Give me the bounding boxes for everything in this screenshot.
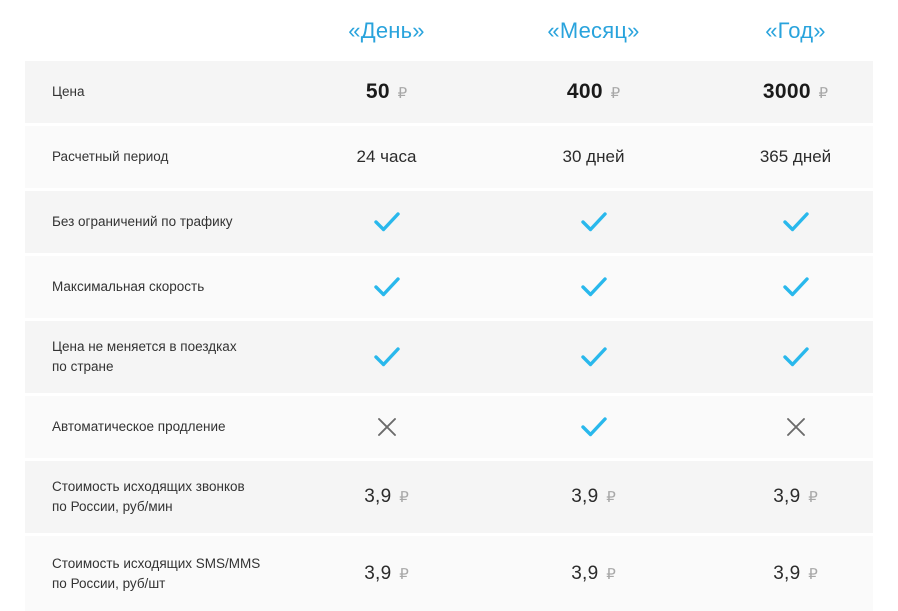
rate-amount: 3,9 [364, 562, 392, 584]
cell-price-month: 400 ₽ [490, 80, 697, 104]
ruble-symbol: ₽ [808, 489, 818, 506]
rate-amount: 3,9 [571, 486, 599, 507]
cell-period-day: 24 часа [283, 147, 490, 167]
cell-auto-renewal-year [697, 415, 894, 439]
plan-header-year[interactable]: «Год» [765, 17, 826, 43]
cell-auto-renewal-day [283, 415, 490, 439]
check-icon [580, 416, 607, 438]
check-icon [580, 211, 607, 233]
table-row: Автоматическое продление [25, 396, 873, 461]
row-label-auto-renewal: Автоматическое продление [52, 419, 226, 435]
check-icon [782, 276, 809, 298]
row-label-line2: по России, руб/мин [52, 499, 173, 514]
ruble-symbol: ₽ [610, 85, 621, 102]
rate-amount: 3,9 [571, 562, 599, 584]
table-row: Без ограничений по трафику [25, 191, 873, 256]
table-row: Цена 50 ₽ 400 ₽ 3000 ₽ [25, 61, 873, 126]
table-row: Стоимость исходящих SMS/MMS по России, р… [25, 536, 873, 611]
cell-sms-cost-day: 3,9 ₽ [283, 563, 490, 585]
cell-max-speed-year [697, 276, 894, 298]
tariff-table: Цена 50 ₽ 400 ₽ 3000 ₽ Расчетный период … [25, 61, 873, 611]
period-value: 24 часа [356, 147, 417, 166]
row-label-outgoing-calls-cost: Стоимость исходящих звонков по России, р… [25, 477, 283, 516]
cell-max-speed-day [283, 276, 490, 298]
row-label-price: Цена [52, 84, 85, 100]
check-icon [782, 346, 809, 368]
cell-same-price-travel-month [490, 346, 697, 368]
ruble-symbol: ₽ [397, 85, 408, 102]
plan-header-row: «День» «Месяц» «Год» [25, 0, 873, 61]
cell-period-year: 365 дней [697, 147, 894, 167]
cell-same-price-travel-year [697, 346, 894, 368]
price-amount: 400 [566, 80, 603, 103]
cell-max-speed-month [490, 276, 697, 298]
row-label-billing-period: Расчетный период [52, 149, 169, 165]
cell-sms-cost-month: 3,9 ₽ [490, 563, 697, 585]
ruble-symbol: ₽ [818, 85, 829, 102]
rate-amount: 3,9 [773, 562, 801, 584]
check-icon [373, 276, 400, 298]
price-amount: 3000 [762, 80, 811, 103]
cell-unlimited-traffic-month [490, 211, 697, 233]
price-amount: 50 [365, 80, 390, 103]
cell-calls-cost-year: 3,9 ₽ [697, 486, 894, 508]
plan-header-day[interactable]: «День» [348, 17, 425, 43]
check-icon [580, 276, 607, 298]
row-label-same-price-travel: Цена не меняется в поездках по стране [25, 337, 283, 376]
cell-unlimited-traffic-year [697, 211, 894, 233]
ruble-symbol: ₽ [399, 565, 409, 583]
cell-same-price-travel-day [283, 346, 490, 368]
period-value: 30 дней [562, 147, 625, 166]
row-label-max-speed: Максимальная скорость [52, 279, 205, 295]
cell-price-year: 3000 ₽ [697, 80, 894, 104]
row-label-unlimited-traffic: Без ограничений по трафику [52, 214, 233, 230]
table-row: Стоимость исходящих звонков по России, р… [25, 461, 873, 536]
row-label-line1: Стоимость исходящих SMS/MMS [52, 555, 261, 571]
rate-amount: 3,9 [773, 486, 801, 507]
check-icon [373, 346, 400, 368]
cell-period-month: 30 дней [490, 147, 697, 167]
row-label-line2: по стране [52, 359, 114, 374]
table-row: Максимальная скорость [25, 256, 873, 321]
row-label-line1: Цена не меняется в поездках [52, 339, 237, 355]
plan-header-month[interactable]: «Месяц» [547, 17, 640, 43]
ruble-symbol: ₽ [606, 489, 616, 506]
cross-icon [375, 415, 399, 439]
cell-calls-cost-day: 3,9 ₽ [283, 486, 490, 508]
cell-sms-cost-year: 3,9 ₽ [697, 563, 894, 585]
row-label-line1: Стоимость исходящих звонков [52, 479, 245, 495]
ruble-symbol: ₽ [399, 489, 409, 506]
row-label-line2: по России, руб/шт [52, 575, 166, 591]
period-value: 365 дней [759, 147, 832, 166]
check-icon [373, 211, 400, 233]
cell-unlimited-traffic-day [283, 211, 490, 233]
cell-price-day: 50 ₽ [283, 80, 490, 104]
check-icon [580, 346, 607, 368]
ruble-symbol: ₽ [808, 565, 818, 583]
check-icon [782, 211, 809, 233]
row-label-outgoing-sms-cost: Стоимость исходящих SMS/MMS по России, р… [25, 554, 283, 593]
table-row: Цена не меняется в поездках по стране [25, 321, 873, 396]
cell-auto-renewal-month [490, 416, 697, 438]
ruble-symbol: ₽ [606, 565, 616, 583]
cell-calls-cost-month: 3,9 ₽ [490, 486, 697, 508]
cross-icon [784, 415, 808, 439]
rate-amount: 3,9 [364, 486, 392, 507]
table-row: Расчетный период 24 часа 30 дней 365 дне… [25, 126, 873, 191]
